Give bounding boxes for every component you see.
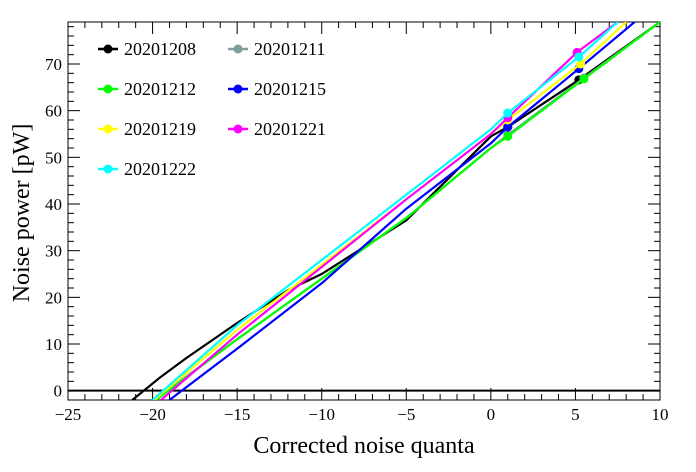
legend-label-20201208: 20201208 <box>124 39 196 59</box>
series-marker-20201212 <box>503 131 513 141</box>
y-tick-label: 70 <box>45 55 62 74</box>
legend-label-20201222: 20201222 <box>124 159 196 179</box>
series-line-20201222 <box>151 22 619 400</box>
series-marker-20201212 <box>579 74 589 84</box>
series-marker-20201219 <box>576 59 586 69</box>
x-tick-label: −15 <box>224 405 251 424</box>
series-line-20201215 <box>168 22 636 400</box>
y-axis-label: Noise power [pW] <box>9 124 35 303</box>
legend-label-20201212: 20201212 <box>124 79 196 99</box>
x-tick-label: 0 <box>487 405 496 424</box>
y-tick-label: 60 <box>45 102 62 121</box>
x-tick-label: −20 <box>139 405 166 424</box>
y-tick-label: 40 <box>45 195 62 214</box>
x-tick-label: 5 <box>571 405 580 424</box>
series-marker-20201215 <box>503 122 513 132</box>
x-tick-label: −25 <box>55 405 82 424</box>
y-tick-label: 50 <box>45 148 62 167</box>
series-marker-20201222 <box>503 108 513 118</box>
legend-marker-20201219 <box>103 124 113 134</box>
legend-marker-20201212 <box>103 84 113 94</box>
y-tick-label: 30 <box>45 242 62 261</box>
y-tick-label: 20 <box>45 288 62 307</box>
plot-frame <box>67 21 661 401</box>
legend-label-20201219: 20201219 <box>124 119 196 139</box>
x-tick-label: 10 <box>652 405 669 424</box>
plot-layer: −25 −20 −15 −10 −5 0 5 10 0 10 20 30 40 50 60 70 2020120… <box>45 21 669 424</box>
legend-label-20201221: 20201221 <box>254 119 326 139</box>
x-tick-label: −10 <box>308 405 335 424</box>
y-tick-label: 10 <box>45 335 62 354</box>
legend-marker-20201215 <box>233 84 243 94</box>
x-tick-label: −5 <box>397 405 415 424</box>
legend-label-20201211: 20201211 <box>254 39 325 59</box>
legend-label-20201215: 20201215 <box>254 79 326 99</box>
legend-marker-20201222 <box>103 164 113 174</box>
series-line-20201221 <box>160 22 619 400</box>
y-tick-label: 0 <box>54 382 63 401</box>
series-group <box>131 22 660 400</box>
legend-marker-20201221 <box>233 124 243 134</box>
series-marker-20201222 <box>574 52 584 62</box>
x-axis-label: Corrected noise quanta <box>253 433 475 459</box>
series-line-20201208 <box>131 22 660 400</box>
legend-marker-20201208 <box>103 44 113 54</box>
legend-marker-20201211 <box>233 44 243 54</box>
series-line-20201212 <box>155 22 660 400</box>
